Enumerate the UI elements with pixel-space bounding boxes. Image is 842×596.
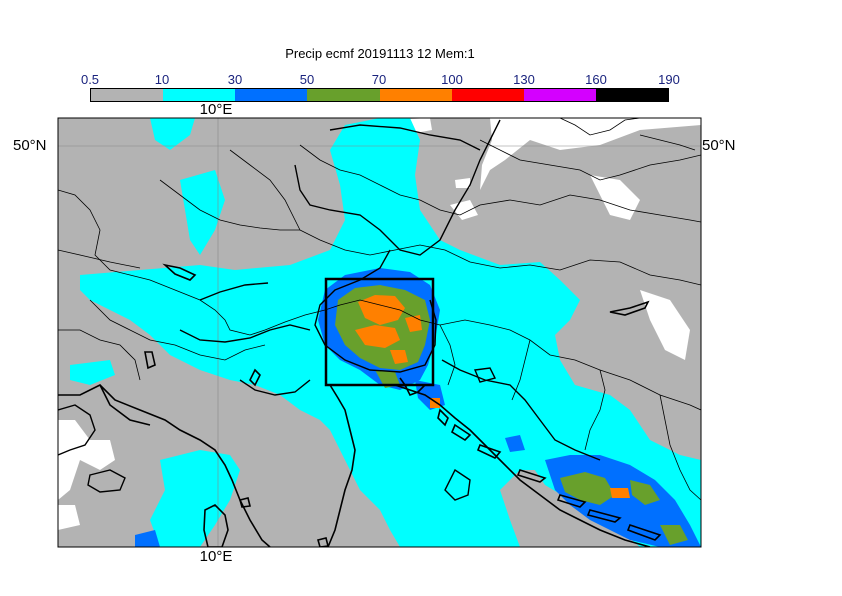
island	[626, 524, 662, 541]
colorbar-tick-label: 70	[371, 72, 387, 87]
colorbar-tick-label: 100	[441, 72, 463, 87]
colorbar-tick-label: 190	[658, 72, 680, 87]
coastline	[58, 384, 271, 547]
map-title: Precip ecmf 20191113 12 Mem:1	[285, 46, 475, 61]
coastline	[399, 377, 426, 397]
lat-label-left: 50°N	[13, 137, 47, 154]
contour-lines	[58, 119, 601, 501]
lon-label-top: 10°E	[199, 101, 233, 118]
colorbar-tick-label: 0.5	[80, 72, 100, 87]
highlight-box	[324, 277, 435, 387]
island	[556, 494, 587, 508]
precip-colorbar	[90, 88, 669, 102]
lake	[249, 368, 261, 387]
lake	[144, 351, 156, 370]
country-borders	[58, 118, 701, 501]
colorbar-tick-label: 160	[585, 72, 607, 87]
graticule	[58, 118, 701, 547]
island	[476, 443, 502, 459]
island	[239, 497, 251, 508]
colorbar-segment	[307, 89, 380, 101]
colorbar-tick-label: 30	[227, 72, 243, 87]
island	[450, 423, 472, 442]
colorbar-segment	[595, 89, 668, 101]
map-frame	[57, 117, 702, 548]
precip-field	[58, 118, 701, 547]
colorbar-tick-label: 10	[154, 72, 170, 87]
coastlines-borders	[58, 118, 701, 547]
colorbar-tick-label: 50	[299, 72, 315, 87]
colorbar-segment	[379, 89, 452, 101]
lake	[609, 300, 650, 316]
colorbar-segment	[163, 89, 236, 101]
colorbar-segment	[91, 89, 164, 101]
colorbar-segment	[451, 89, 524, 101]
lat-label-right: 50°N	[702, 137, 736, 154]
coastline	[99, 384, 151, 426]
colorbar-segment	[523, 89, 596, 101]
island	[317, 537, 329, 547]
lake	[162, 263, 197, 281]
colorbar-tick-label: 130	[513, 72, 535, 87]
lon-label-bottom: 10°E	[199, 548, 233, 565]
colorbar-segment	[235, 89, 308, 101]
island	[586, 509, 622, 523]
island	[203, 504, 229, 547]
coastline	[394, 384, 651, 547]
island	[516, 469, 547, 483]
coastline	[327, 384, 356, 547]
island	[437, 408, 449, 427]
